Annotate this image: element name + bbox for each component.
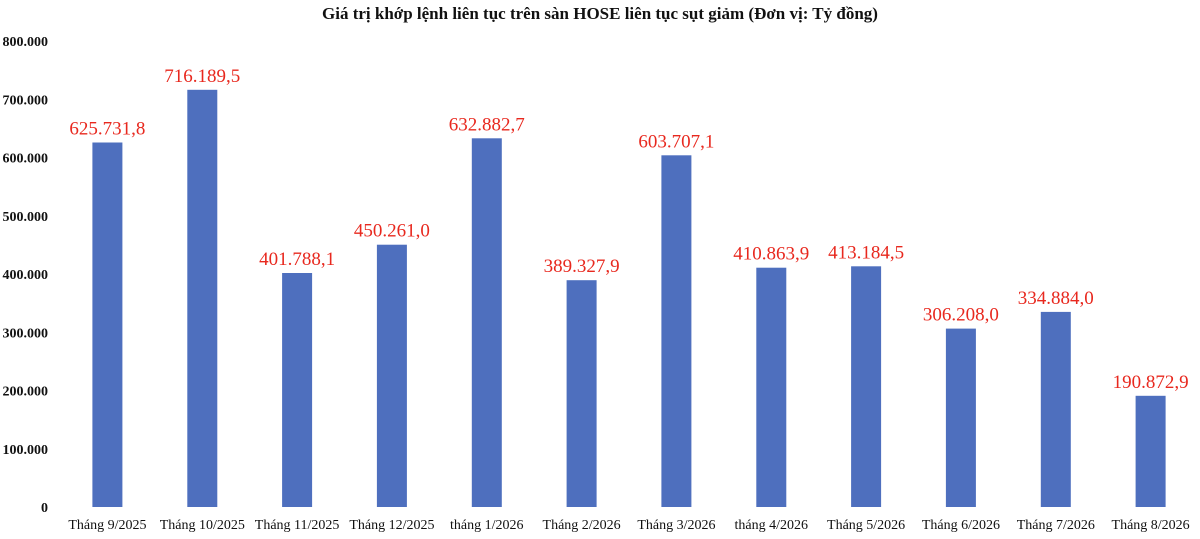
- data-label: 716.189,5: [164, 66, 240, 87]
- bar: [92, 142, 123, 507]
- bar: [566, 280, 597, 507]
- data-label: 401.788,1: [259, 249, 335, 270]
- y-tick-label: 400.000: [3, 268, 49, 283]
- y-tick-label: 200.000: [3, 385, 49, 400]
- x-tick-label: Tháng 8/2026: [1112, 518, 1190, 533]
- y-tick-label: 500.000: [3, 210, 49, 225]
- bar: [376, 244, 407, 507]
- y-tick-label: 0: [41, 501, 48, 516]
- bar: [945, 328, 976, 507]
- chart-title: Giá trị khớp lệnh liên tục trên sàn HOSE…: [322, 4, 878, 23]
- x-tick-label: Tháng 7/2026: [1017, 518, 1095, 533]
- x-tick-label: Tháng 3/2026: [637, 518, 715, 533]
- data-label: 306.208,0: [923, 305, 999, 326]
- data-label: 334.884,0: [1018, 288, 1094, 309]
- data-label: 603.707,1: [638, 131, 714, 152]
- x-tick-label: Tháng 11/2025: [255, 518, 340, 533]
- data-labels: 625.731,8 716.189,5 401.788,1 450.261,0 632.…: [69, 66, 1188, 393]
- y-tick-label: 800.000: [3, 35, 49, 50]
- bar: [851, 266, 882, 507]
- x-tick-label: Tháng 12/2025: [349, 518, 434, 533]
- x-tick-label: Tháng 9/2025: [68, 518, 146, 533]
- bar: [187, 89, 218, 508]
- bar: [1040, 311, 1071, 507]
- x-tick-label: Tháng 2/2026: [543, 518, 621, 533]
- data-label: 625.731,8: [69, 119, 145, 140]
- data-label: 450.261,0: [354, 221, 430, 242]
- data-label: 190.872,9: [1113, 372, 1189, 393]
- data-label: 410.863,9: [733, 244, 809, 265]
- y-tick-label: 600.000: [3, 152, 49, 167]
- x-tick-label: tháng 4/2026: [735, 518, 809, 533]
- x-axis-ticks: Tháng 9/2025 Tháng 10/2025 Tháng 11/2025 Th…: [68, 518, 1189, 533]
- y-axis-ticks: 0 100.000 200.000 300.000 400.000 500.000 600.…: [3, 35, 49, 516]
- bar: [756, 267, 787, 507]
- x-tick-label: Tháng 6/2026: [922, 518, 1000, 533]
- bar: [1135, 395, 1166, 507]
- y-tick-label: 300.000: [3, 326, 49, 341]
- x-tick-label: tháng 1/2026: [450, 518, 524, 533]
- data-label: 413.184,5: [828, 242, 904, 263]
- y-tick-label: 100.000: [3, 443, 49, 458]
- y-tick-label: 700.000: [3, 93, 49, 108]
- bar: [471, 138, 502, 508]
- data-label: 389.327,9: [544, 256, 620, 277]
- bar: [282, 273, 313, 507]
- data-label: 632.882,7: [449, 114, 525, 135]
- bars: [92, 89, 1166, 508]
- x-tick-label: Tháng 10/2025: [160, 518, 245, 533]
- x-tick-label: Tháng 5/2026: [827, 518, 905, 533]
- bar: [661, 155, 692, 508]
